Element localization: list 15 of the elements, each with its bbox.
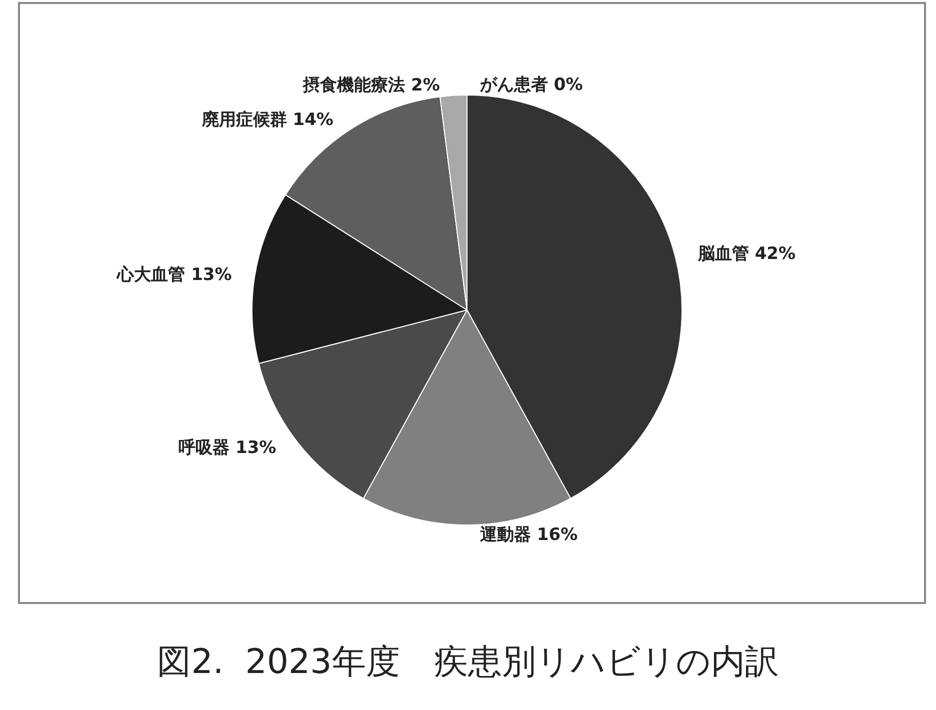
data-label: 13%: [191, 264, 232, 285]
slice-label: 呼吸器: [178, 438, 230, 458]
data-label: 42%: [754, 244, 796, 264]
text: 0%: [554, 75, 583, 95]
text: 図2. 2023年度 疾患別リハビリの内訳: [157, 642, 779, 682]
data-label: 2%: [410, 75, 440, 96]
category-label: がん患者: [480, 75, 548, 95]
slice-label: 運動器: [479, 525, 531, 545]
slice-label: 廃用症候群: [200, 110, 287, 130]
data-label: 16%: [536, 525, 578, 545]
slice-label: 脳血管: [696, 244, 749, 264]
data-label: 14%: [292, 110, 334, 130]
data-label: 13%: [236, 438, 276, 458]
slice-label: 心大血管: [116, 264, 186, 285]
slice-label: 摂食機能療法: [302, 75, 406, 96]
